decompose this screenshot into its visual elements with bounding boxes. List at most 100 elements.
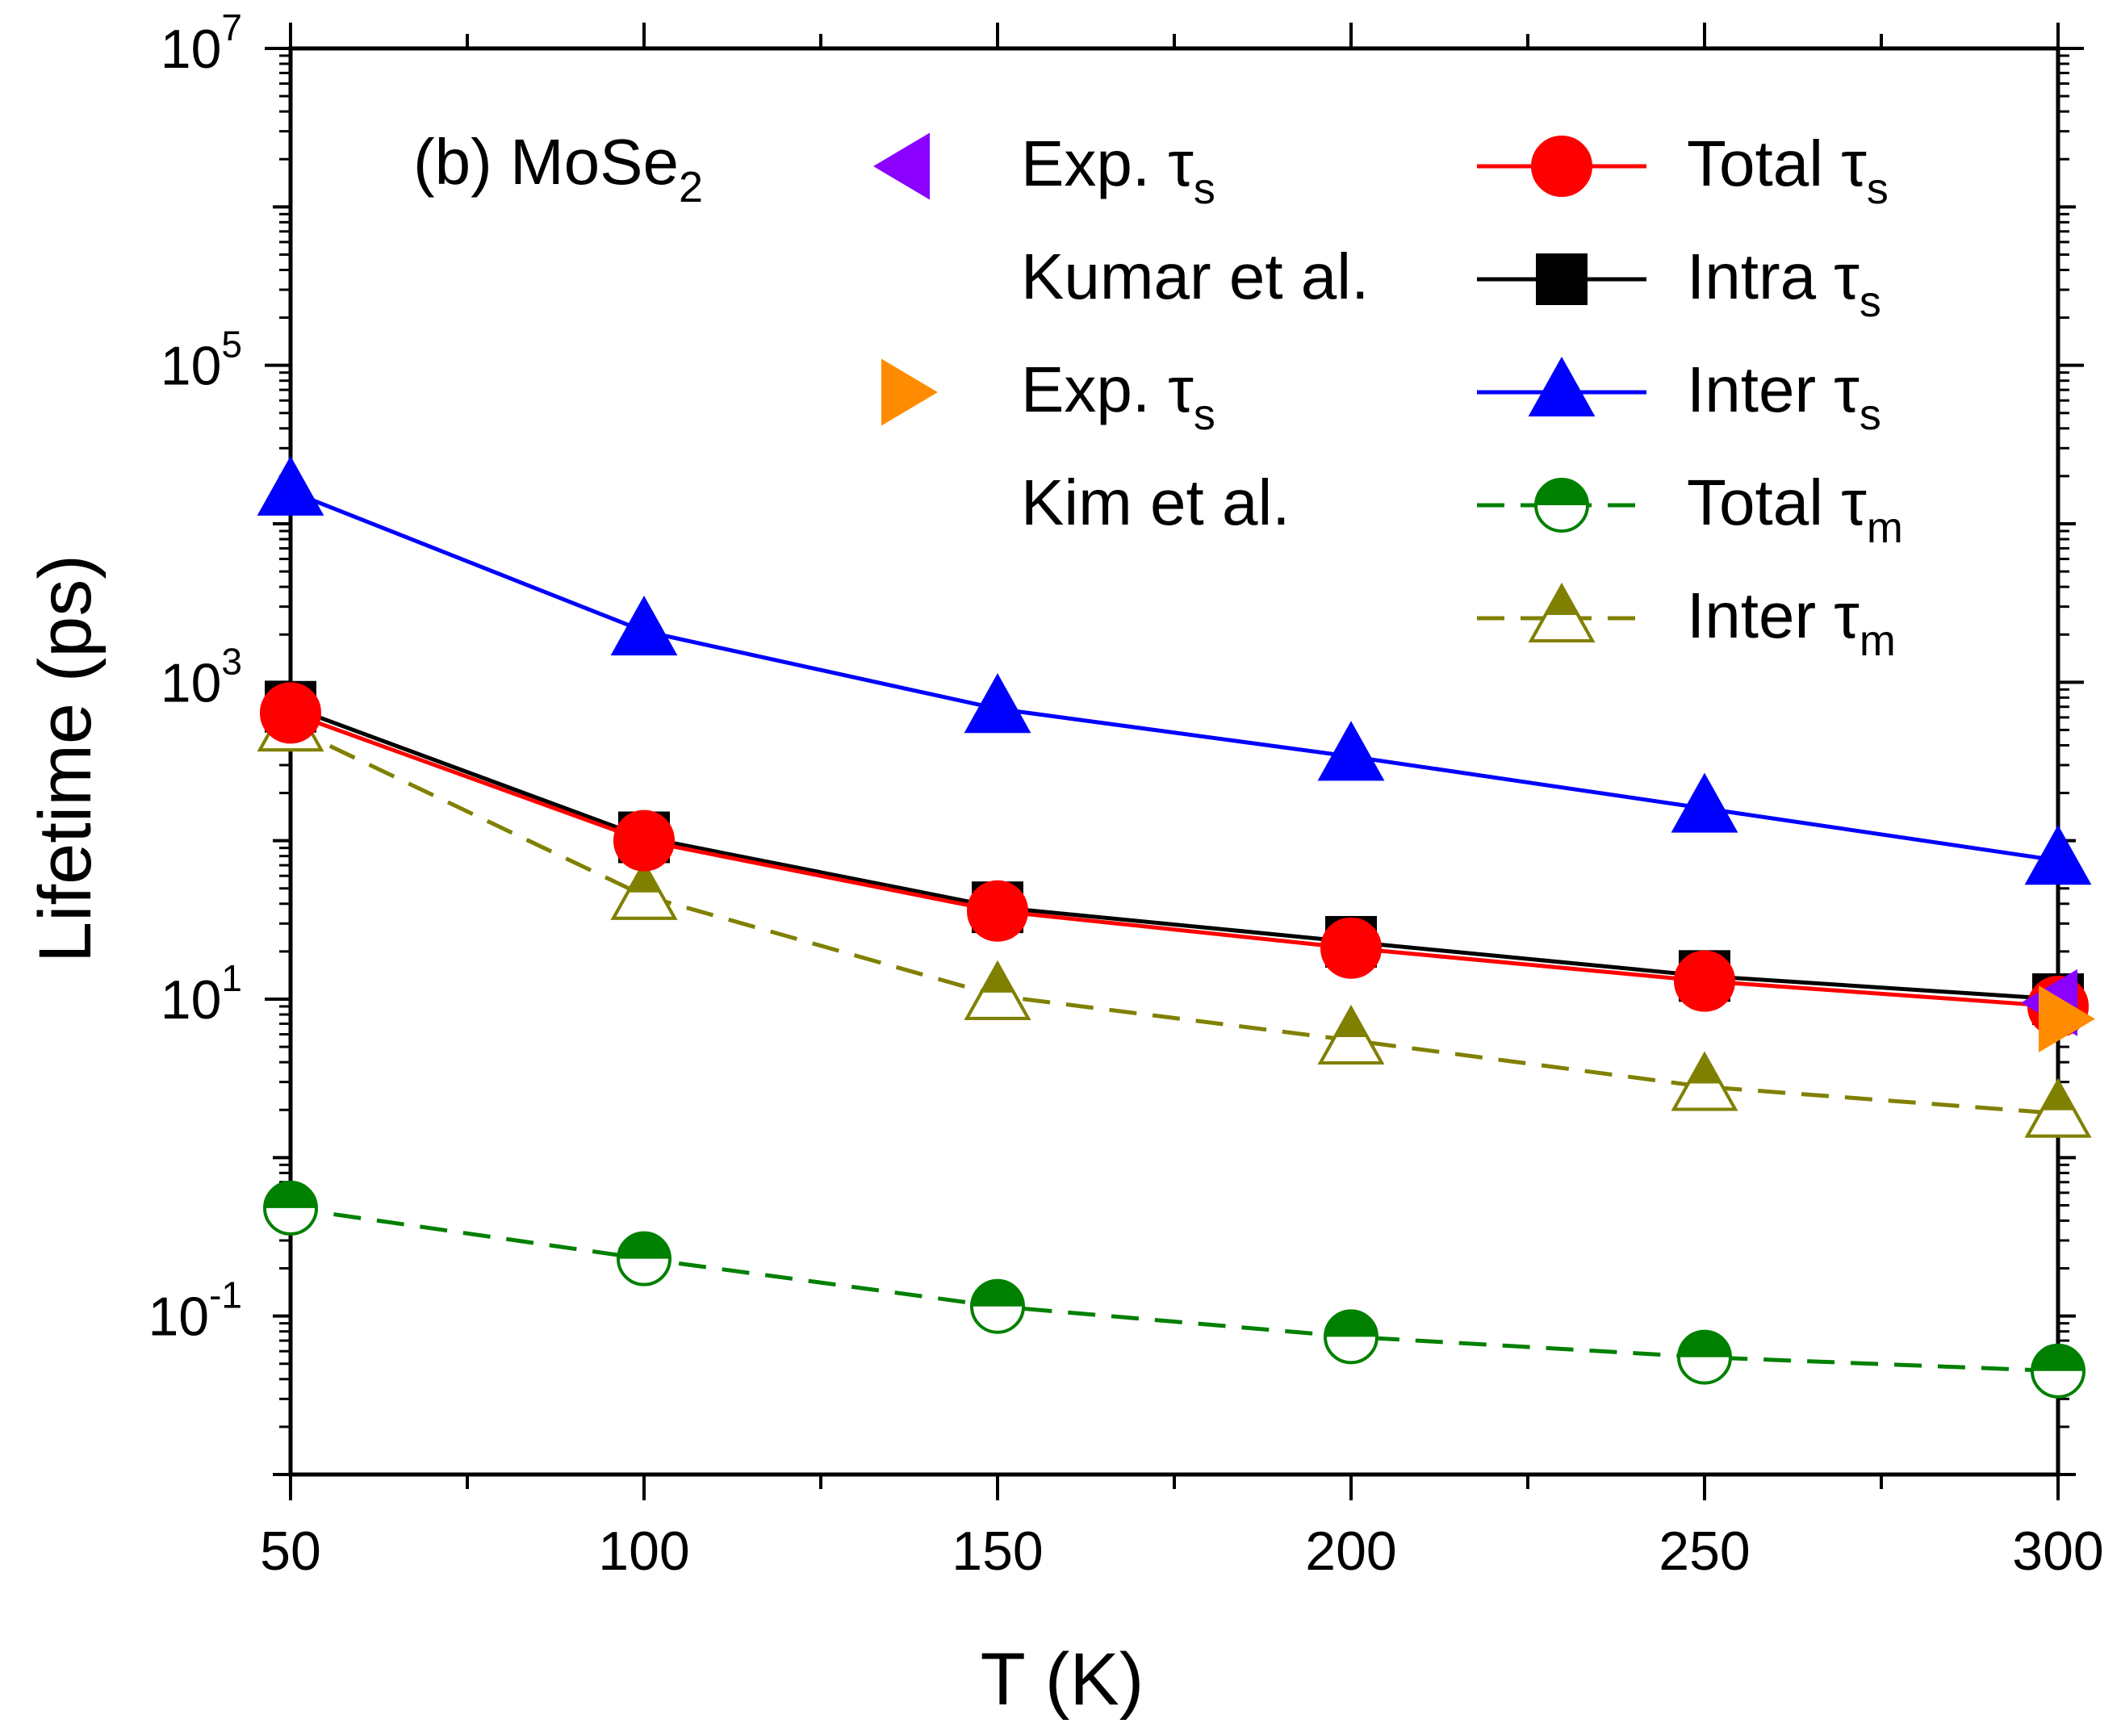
data-point-inter_tm bbox=[1671, 1051, 1738, 1111]
legend-marker-intra_ts bbox=[1536, 253, 1588, 305]
data-point-total_tm bbox=[2031, 1343, 2085, 1399]
legend-label-total_tm: Total τm bbox=[1687, 466, 1903, 552]
y-tick-label: 101 bbox=[161, 957, 242, 1031]
data-point-inter_ts bbox=[257, 455, 324, 516]
marker-lower bbox=[1528, 612, 1596, 642]
series-line-inter_ts bbox=[290, 489, 2059, 863]
marker-fill bbox=[629, 863, 659, 891]
data-point-inter_tm bbox=[610, 860, 678, 920]
legend-item-exp_kumar: Exp. τs Kumar et al. bbox=[873, 128, 1369, 312]
legend-item-inter_tm: Inter τm bbox=[1477, 579, 1896, 665]
x-tick-label: 100 bbox=[598, 1521, 689, 1582]
marker-shape bbox=[1317, 721, 1385, 781]
marker-fill bbox=[982, 963, 1013, 991]
marker-shape bbox=[613, 809, 675, 872]
data-point-total_tm bbox=[1677, 1329, 1732, 1385]
series-line-intra_ts bbox=[290, 705, 2059, 1002]
data-point-total_ts bbox=[613, 809, 675, 872]
legend-label-exp_kumar: Exp. τs bbox=[1021, 128, 1215, 213]
marker-shape bbox=[260, 682, 321, 744]
marker-fill bbox=[1679, 1331, 1730, 1357]
marker-lower bbox=[964, 989, 1031, 1020]
legend-label-intra_ts: Intra τs bbox=[1687, 241, 1881, 326]
marker-lower bbox=[1317, 1033, 1385, 1065]
data-point-inter_ts bbox=[1671, 772, 1738, 833]
data-point-total_tm bbox=[970, 1278, 1025, 1334]
x-tick-label: 250 bbox=[1659, 1521, 1750, 1582]
marker-shape bbox=[881, 358, 938, 426]
marker-fill bbox=[1325, 1311, 1377, 1337]
marker-shape bbox=[967, 880, 1028, 942]
axes: 50 100 150 200 250 300 107 105 103 101 10-1 bbox=[148, 6, 2103, 1582]
data-point-inter_tm bbox=[2024, 1077, 2092, 1138]
legend-marker-exp_kim bbox=[881, 358, 938, 426]
marker-shape bbox=[257, 455, 324, 516]
marker-lower bbox=[2024, 1106, 2092, 1138]
data-point-inter_ts bbox=[964, 673, 1031, 734]
legend-item-total_tm: Total τm bbox=[1477, 466, 1903, 552]
series-line-total_ts bbox=[290, 711, 2059, 1009]
data-point-total_tm bbox=[1324, 1309, 1378, 1365]
marker-lower bbox=[610, 889, 678, 920]
data-point-inter_ts bbox=[2024, 825, 2092, 885]
legend-item-inter_ts: Inter τs bbox=[1477, 353, 1881, 439]
legend-item-total_ts: Total τs bbox=[1477, 128, 1889, 213]
marker-shape bbox=[1320, 917, 1382, 979]
marker-fill bbox=[972, 1280, 1023, 1307]
marker-fill bbox=[2032, 1345, 2084, 1371]
data-point-total_ts bbox=[1674, 950, 1735, 1012]
data-point-inter_tm bbox=[964, 960, 1031, 1020]
marker-fill bbox=[618, 1232, 670, 1259]
legend: (b) MoSe2 Exp. τs Kumar et al. Exp. τs Kim e… bbox=[413, 126, 1903, 665]
data-point-total_ts bbox=[967, 880, 1028, 942]
marker-shape bbox=[873, 132, 930, 200]
data-point-inter_ts bbox=[1317, 721, 1385, 781]
series-inter_ts bbox=[257, 455, 2092, 885]
legend-marker-inter_tm bbox=[1528, 582, 1596, 642]
marker-fill bbox=[2043, 1081, 2073, 1109]
marker-shape bbox=[1674, 950, 1735, 1012]
legend-marker-inter_ts bbox=[1528, 356, 1596, 416]
marker-fill bbox=[1689, 1054, 1720, 1082]
marker-fill bbox=[1536, 479, 1588, 505]
series-line-inter_tm bbox=[289, 725, 2059, 1116]
panel-label: (b) MoSe2 bbox=[413, 126, 703, 211]
legend-item-exp_kim: Exp. τs Kim et al. bbox=[881, 353, 1290, 538]
series-inter_tm bbox=[257, 691, 2092, 1138]
y-axis-title: Lifetime (ps) bbox=[24, 554, 107, 963]
x-tick-label: 200 bbox=[1305, 1521, 1396, 1582]
series-line-total_tm bbox=[290, 1206, 2059, 1374]
x-axis-title: T (K) bbox=[981, 1638, 1144, 1721]
data-point-inter_ts bbox=[610, 595, 678, 656]
marker-lower bbox=[1671, 1080, 1738, 1111]
marker-shape bbox=[1671, 772, 1738, 833]
x-tick-label: 50 bbox=[260, 1521, 321, 1582]
x-tick-label: 150 bbox=[952, 1521, 1043, 1582]
legend-label-inter_tm: Inter τm bbox=[1687, 579, 1896, 665]
marker-shape bbox=[964, 673, 1031, 734]
marker-fill bbox=[1546, 586, 1577, 613]
legend-marker-total_tm bbox=[1534, 478, 1589, 533]
legend-label-inter_ts: Inter τs bbox=[1687, 353, 1881, 439]
data-point-total_tm bbox=[617, 1231, 671, 1286]
legend-label-total_ts: Total τs bbox=[1687, 128, 1889, 213]
legend-author-exp_kumar: Kumar et al. bbox=[1021, 241, 1369, 312]
series-total_tm bbox=[263, 1180, 2085, 1399]
labels: T (K) Lifetime (ps) bbox=[24, 554, 1144, 1721]
y-tick-label: 103 bbox=[161, 640, 242, 713]
y-tick-label: 105 bbox=[161, 324, 242, 397]
series-layer bbox=[257, 455, 2095, 1399]
marker-shape bbox=[2024, 825, 2092, 885]
marker-shape bbox=[1536, 253, 1588, 305]
marker-shape bbox=[1531, 136, 1592, 197]
marker-fill bbox=[1336, 1007, 1366, 1035]
legend-label-exp_kim: Exp. τs bbox=[1021, 353, 1215, 439]
y-tick-label: 107 bbox=[161, 6, 242, 80]
exp-point-exp_kim bbox=[2039, 985, 2095, 1053]
x-tick-label: 300 bbox=[2012, 1521, 2103, 1582]
data-point-total_tm bbox=[263, 1180, 318, 1236]
marker-shape bbox=[1528, 356, 1596, 416]
marker-shape bbox=[610, 595, 678, 656]
data-point-total_ts bbox=[1320, 917, 1382, 979]
legend-marker-exp_kumar bbox=[873, 132, 930, 200]
